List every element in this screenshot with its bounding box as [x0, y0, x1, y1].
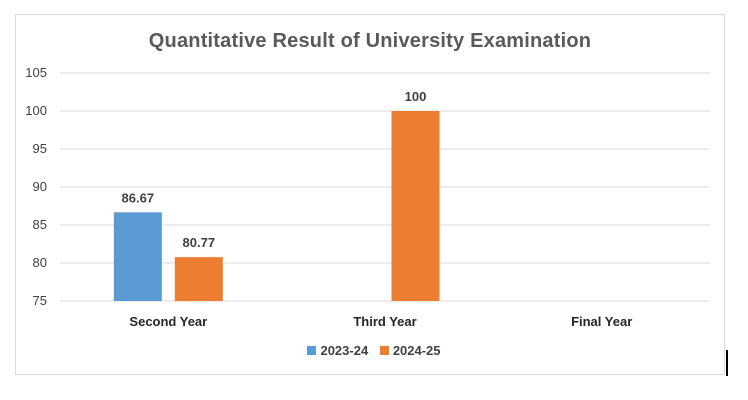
bar-2023-24-second-year: [113, 212, 162, 301]
bar-2024-25-third-year: [391, 111, 440, 301]
y-tick-label-85: 85: [33, 217, 47, 232]
legend-label-2024-25: 2024-25: [392, 343, 441, 358]
chart-title: Quantitative Result of University Examin…: [148, 30, 592, 52]
legend-item-2024-25: 2024-25: [379, 343, 441, 358]
chart-frame: [15, 14, 725, 375]
y-tick-label-75: 75: [33, 293, 47, 308]
legend-label-2023-24: 2023-24: [320, 343, 369, 358]
legend-swatch-2023-24: [307, 346, 317, 356]
y-tick-label-100: 100: [25, 103, 47, 118]
text-cursor: [726, 350, 728, 376]
data-label-2023-24-second-year: 86.67: [122, 190, 155, 205]
chart-legend: 2023-24 2024-25: [0, 343, 748, 358]
data-label-2024-25-third-year: 100: [405, 89, 427, 104]
bar-2024-25-second-year: [174, 257, 223, 301]
x-tick-label-second-year: Second Year: [129, 314, 207, 329]
x-tick-label-third-year: Third Year: [353, 314, 416, 329]
y-tick-label-95: 95: [33, 141, 47, 156]
y-tick-label-90: 90: [33, 179, 47, 194]
legend-swatch-2024-25: [379, 346, 389, 356]
y-tick-label-80: 80: [33, 255, 47, 270]
y-tick-label-105: 105: [25, 65, 47, 80]
legend-item-2023-24: 2023-24: [307, 343, 368, 358]
x-tick-label-final-year: Final Year: [571, 314, 632, 329]
data-label-2024-25-second-year: 80.77: [183, 235, 216, 250]
